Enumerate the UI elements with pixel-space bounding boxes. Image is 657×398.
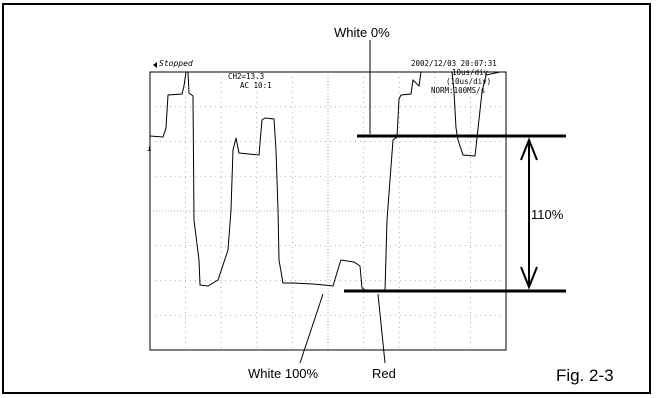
- figure-frame: [2, 3, 651, 394]
- scope-grid: [150, 72, 506, 350]
- range-label: 110%: [531, 207, 564, 222]
- red-leader: [377, 293, 386, 364]
- white-100-leader: [299, 293, 324, 364]
- coupling-ratio: AC 10:1: [240, 81, 272, 90]
- range-arrow: [520, 137, 538, 290]
- channel-scale: CH2=13.3: [228, 72, 265, 81]
- timebase-sub: (10us/div): [446, 77, 492, 86]
- white-100-label: White 100%: [248, 366, 319, 381]
- trigger-marker-icon: [153, 62, 157, 68]
- waveform-trace: [149, 71, 506, 292]
- white-0-label: White 0%: [334, 25, 390, 40]
- scope-status: Stopped: [159, 59, 193, 68]
- ground-marker-icon: ⊥: [147, 145, 151, 153]
- red-label: Red: [372, 366, 396, 381]
- figure-caption: Fig. 2-3: [556, 366, 614, 385]
- timebase: 10us/div: [452, 68, 489, 77]
- acquisition-mode: NORM:100MS/s: [431, 86, 486, 95]
- capture-datetime: 2002/12/03 20:07:31: [411, 59, 497, 68]
